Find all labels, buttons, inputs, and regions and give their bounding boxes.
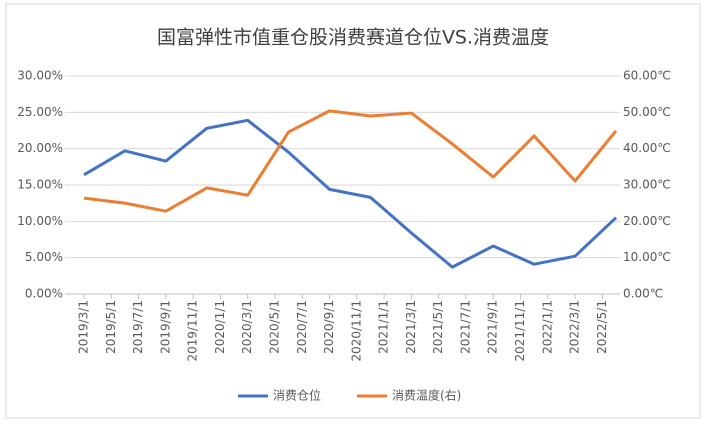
x-tick-label: 2021/11/1 bbox=[513, 300, 527, 362]
x-tick-label: 2021/3/1 bbox=[404, 300, 418, 354]
x-tick-label: 2019/7/1 bbox=[131, 300, 145, 354]
y2-tick-label: 10.00℃ bbox=[623, 250, 671, 264]
x-tick-label: 2020/5/1 bbox=[267, 300, 281, 354]
y-tick-label: 15.00% bbox=[17, 178, 63, 192]
x-tick-label: 2021/7/1 bbox=[458, 300, 472, 354]
y-tick-label: 10.00% bbox=[17, 214, 63, 228]
x-tick-label: 2022/3/1 bbox=[568, 300, 582, 354]
y2-tick-label: 0.00℃ bbox=[623, 287, 663, 301]
y-tick-label: 20.00% bbox=[17, 141, 63, 155]
y-tick-label: 30.00% bbox=[17, 69, 63, 83]
x-tick-label: 2019/5/1 bbox=[104, 300, 118, 354]
x-tick-label: 2019/9/1 bbox=[158, 300, 172, 354]
y2-tick-label: 60.00℃ bbox=[623, 69, 671, 83]
x-tick-label: 2022/1/1 bbox=[540, 300, 554, 354]
chart-border bbox=[5, 3, 701, 419]
x-tick-label: 2021/5/1 bbox=[431, 300, 445, 354]
chart-title: 国富弹性市值重仓股消费赛道仓位VS.消费温度 bbox=[157, 27, 549, 49]
x-tick-label: 2020/1/1 bbox=[213, 300, 227, 354]
x-tick-label: 2020/7/1 bbox=[295, 300, 309, 354]
x-tick-label: 2020/9/1 bbox=[322, 300, 336, 354]
y2-tick-label: 40.00℃ bbox=[623, 141, 671, 155]
x-tick-label: 2020/11/1 bbox=[349, 300, 363, 362]
x-tick-label: 2019/11/1 bbox=[186, 300, 200, 362]
y-tick-label: 0.00% bbox=[25, 287, 63, 301]
y-tick-label: 5.00% bbox=[25, 250, 63, 264]
x-tick-label: 2020/3/1 bbox=[240, 300, 254, 354]
y2-tick-label: 50.00℃ bbox=[623, 105, 671, 119]
y2-tick-label: 30.00℃ bbox=[623, 178, 671, 192]
series-line bbox=[83, 118, 618, 269]
y-tick-label: 25.00% bbox=[17, 105, 63, 119]
x-tick-label: 2022/5/1 bbox=[595, 300, 609, 354]
y2-tick-label: 20.00℃ bbox=[623, 214, 671, 228]
legend-label: 消费温度(右) bbox=[392, 388, 461, 403]
legend-label: 消费仓位 bbox=[273, 388, 321, 403]
x-tick-label: 2021/1/1 bbox=[377, 300, 391, 354]
x-tick-label: 2021/9/1 bbox=[486, 300, 500, 354]
x-tick-label: 2019/3/1 bbox=[77, 300, 91, 354]
series-line bbox=[83, 109, 618, 213]
